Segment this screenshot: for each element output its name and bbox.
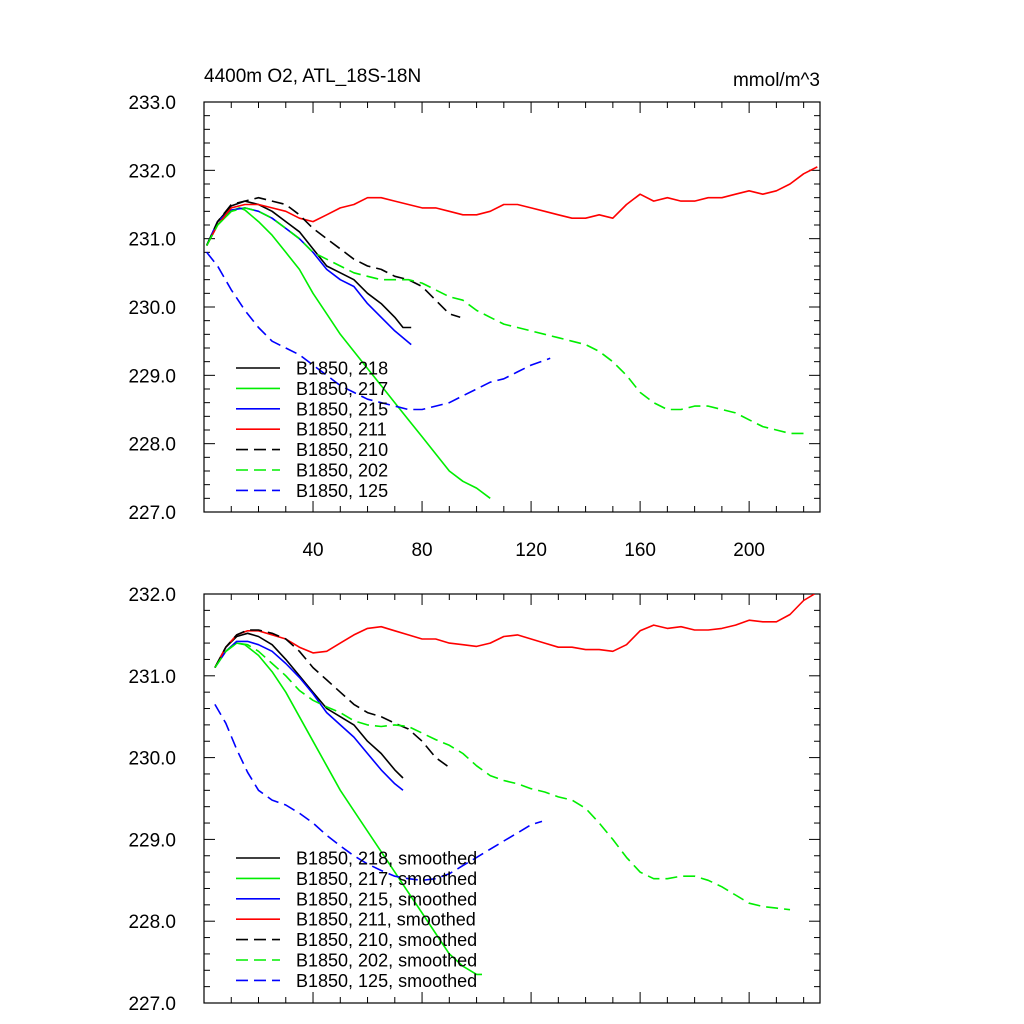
series-line [205,196,461,319]
series-line [205,207,412,346]
x-tick-label: 40 [302,540,323,561]
legend-label: B1850, 210 [296,440,388,460]
legend-label: B1850, 125, smoothed [296,971,477,991]
y-tick-label: 231.0 [128,667,176,688]
x-tick-label: 80 [411,540,432,561]
y-tick-label: 232.0 [128,585,176,606]
plot-frame [203,593,821,1004]
bottom-panel: 227.0 228.0 229.0 230.0 231.0 232.0 B1850, 218… [128,585,821,1015]
y-tick-label: 228.0 [128,912,176,933]
series-line [206,251,551,411]
series-line [214,642,482,976]
y-tick-label: 230.0 [128,749,176,770]
series-line [205,166,818,246]
series-line [214,640,404,791]
legend-label: B1850, 211, smoothed [296,910,476,930]
legend-label: B1850, 125 [296,481,388,501]
legend-label: B1850, 210, smoothed [296,930,477,950]
units-label: mmol/m^3 [733,70,820,91]
legend-label: B1850, 218, smoothed [296,849,477,869]
y-tick-label: 227.0 [128,503,176,524]
legend-label: B1850, 215, smoothed [296,889,477,909]
series-line [214,632,404,779]
series-line [205,207,804,435]
x-tick-label: 200 [733,540,765,561]
legend-label: B1850, 217 [296,379,388,399]
top-panel: 40 80 120 160 200 227.0 228.0 229.0 230.0 231.0 23… [128,93,821,561]
chart-title: 4400m O2, ATL_18S-18N [204,66,421,87]
x-tick-label: 160 [624,540,656,561]
series-line [214,642,791,911]
y-tick-label: 232.0 [128,161,176,182]
y-tick-label: 229.0 [128,366,176,387]
y-tick-label: 233.0 [128,93,176,114]
y-tick-label: 230.0 [128,298,176,319]
legend-label: B1850, 202, smoothed [296,951,477,971]
y-tick-label: 231.0 [128,230,176,251]
series-line [214,703,543,882]
series-line [205,207,491,499]
series-line [214,594,815,668]
legend-label: B1850, 215 [296,399,388,419]
y-tick-label: 228.0 [128,435,176,456]
legend-label: B1850, 202 [296,461,388,481]
legend-label: B1850, 218 [296,359,388,379]
x-tick-label: 120 [515,540,547,561]
legend-label: B1850, 217, smoothed [296,869,477,889]
legend-label: B1850, 211 [296,420,387,440]
series-line [214,629,450,769]
y-tick-label: 227.0 [128,994,176,1015]
y-tick-label: 229.0 [128,830,176,851]
